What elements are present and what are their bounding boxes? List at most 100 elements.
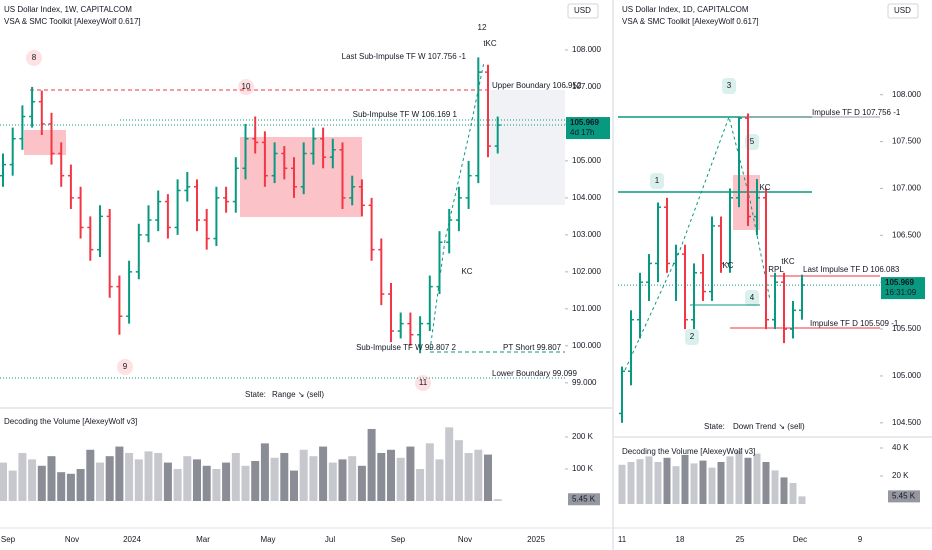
x-tick-label: Jul (325, 535, 335, 544)
volume-bar (0, 462, 7, 501)
currency-box (567, 3, 599, 19)
volume-bar (105, 456, 114, 501)
badge (117, 359, 133, 375)
currency-box (887, 3, 919, 19)
x-tick-label: 11 (618, 535, 627, 544)
zone (733, 175, 760, 230)
y-tick-label: 100.000 (572, 341, 601, 350)
volume-bar (144, 451, 153, 501)
annotation: 3 (727, 81, 732, 90)
volume-bar (309, 456, 318, 501)
volume-bar (387, 449, 395, 501)
impulse-line (429, 61, 485, 351)
volume-bar (367, 428, 376, 501)
volume-bar (645, 456, 653, 504)
volume-bar (726, 456, 734, 504)
volume-bar (260, 443, 269, 501)
price-label: 105.969 (570, 118, 599, 127)
y-tick-label: 99.000 (572, 378, 597, 387)
volume-bar (173, 468, 182, 501)
volume-bar (222, 462, 231, 501)
volume-bar (425, 443, 434, 501)
annotation: RPL (768, 265, 784, 274)
volume-bar (780, 477, 788, 504)
volume-bar (251, 460, 260, 501)
volume-bar (125, 452, 134, 501)
y-tick-label: 20 K (892, 471, 909, 480)
volume-bar (690, 463, 698, 504)
y-tick-label: 105.000 (892, 371, 921, 380)
y-tick-label: 108.000 (892, 90, 921, 99)
volume-bar (717, 461, 725, 504)
volume-bar (86, 449, 95, 501)
annotation: tKC (781, 257, 795, 266)
volume-bar (681, 454, 689, 504)
volume-bar (771, 470, 779, 504)
volume-bar (290, 470, 298, 501)
x-tick-label: Dec (793, 535, 807, 544)
volume-bar (57, 472, 66, 501)
y-tick-label: 105.500 (892, 324, 921, 333)
annotation: 9 (123, 362, 128, 371)
volume-bar (798, 496, 806, 504)
annotation: 12 (478, 23, 487, 32)
annotation: 8 (32, 53, 37, 62)
volume-bar (484, 454, 492, 501)
volume-bar (270, 457, 279, 501)
state-label: State: (245, 390, 266, 399)
y-tick-label: 104.000 (572, 193, 601, 202)
volume-bar (636, 459, 644, 504)
zone (24, 130, 66, 155)
volume-bar (96, 462, 104, 501)
volume-bar (37, 465, 46, 501)
volume-bar (618, 464, 626, 504)
volume-bar (328, 462, 337, 501)
volume-bar (699, 460, 707, 504)
volume-bar (47, 456, 56, 501)
y-tick-label: 107.500 (892, 137, 921, 146)
last-volume-label: 5.45 K (892, 491, 916, 500)
annotation: 4 (750, 293, 755, 302)
x-tick-label: 18 (676, 535, 685, 544)
volume-bar (762, 461, 770, 504)
volume-bar (627, 461, 635, 504)
volume-bar (753, 453, 761, 504)
y-tick-label: 40 K (892, 443, 909, 452)
price-label: 105.969 (885, 278, 914, 287)
volume-bar (163, 462, 172, 501)
y-tick-label: 102.000 (572, 267, 601, 276)
badge (238, 79, 254, 95)
volume-bar (212, 468, 221, 501)
badge (685, 329, 699, 345)
x-tick-label: 9 (858, 535, 863, 544)
x-tick-label: Sep (391, 535, 406, 544)
annotation: Last Sub-Impulse TF W 107.756 -1 (342, 52, 467, 61)
volume-bar (708, 467, 716, 504)
badge (26, 50, 42, 66)
annotation: Upper Boundary 106.952 (492, 81, 582, 90)
annotation: Impulse TF D 107.756 -1 (812, 108, 901, 117)
volume-bar (202, 465, 211, 501)
annotation: KC (759, 183, 770, 192)
x-tick-label: Nov (458, 535, 472, 544)
annotation: Last Impulse TF D 106.083 (803, 265, 900, 274)
volume-bar (789, 482, 797, 504)
y-tick-label: 200 K (572, 432, 594, 441)
volume-bar (115, 446, 124, 501)
currency: USD (574, 6, 591, 15)
y-tick-label: 108.000 (572, 45, 601, 54)
x-tick-label: 25 (736, 535, 745, 544)
countdown: 16:31:09 (885, 288, 917, 297)
y-tick-label: 106.500 (892, 230, 921, 239)
y-tick-label: 107.000 (572, 82, 601, 91)
last-volume-label: 5.45 K (572, 494, 596, 503)
y-tick-label: 107.000 (892, 184, 921, 193)
volume-bar (319, 446, 328, 501)
volume-bar (183, 456, 192, 501)
annotation: 10 (242, 82, 251, 91)
volume-bar (377, 452, 386, 501)
volume-bar (464, 452, 473, 501)
annotation: KC (722, 261, 733, 270)
volume-bar (338, 459, 347, 501)
price-badge (881, 277, 925, 300)
